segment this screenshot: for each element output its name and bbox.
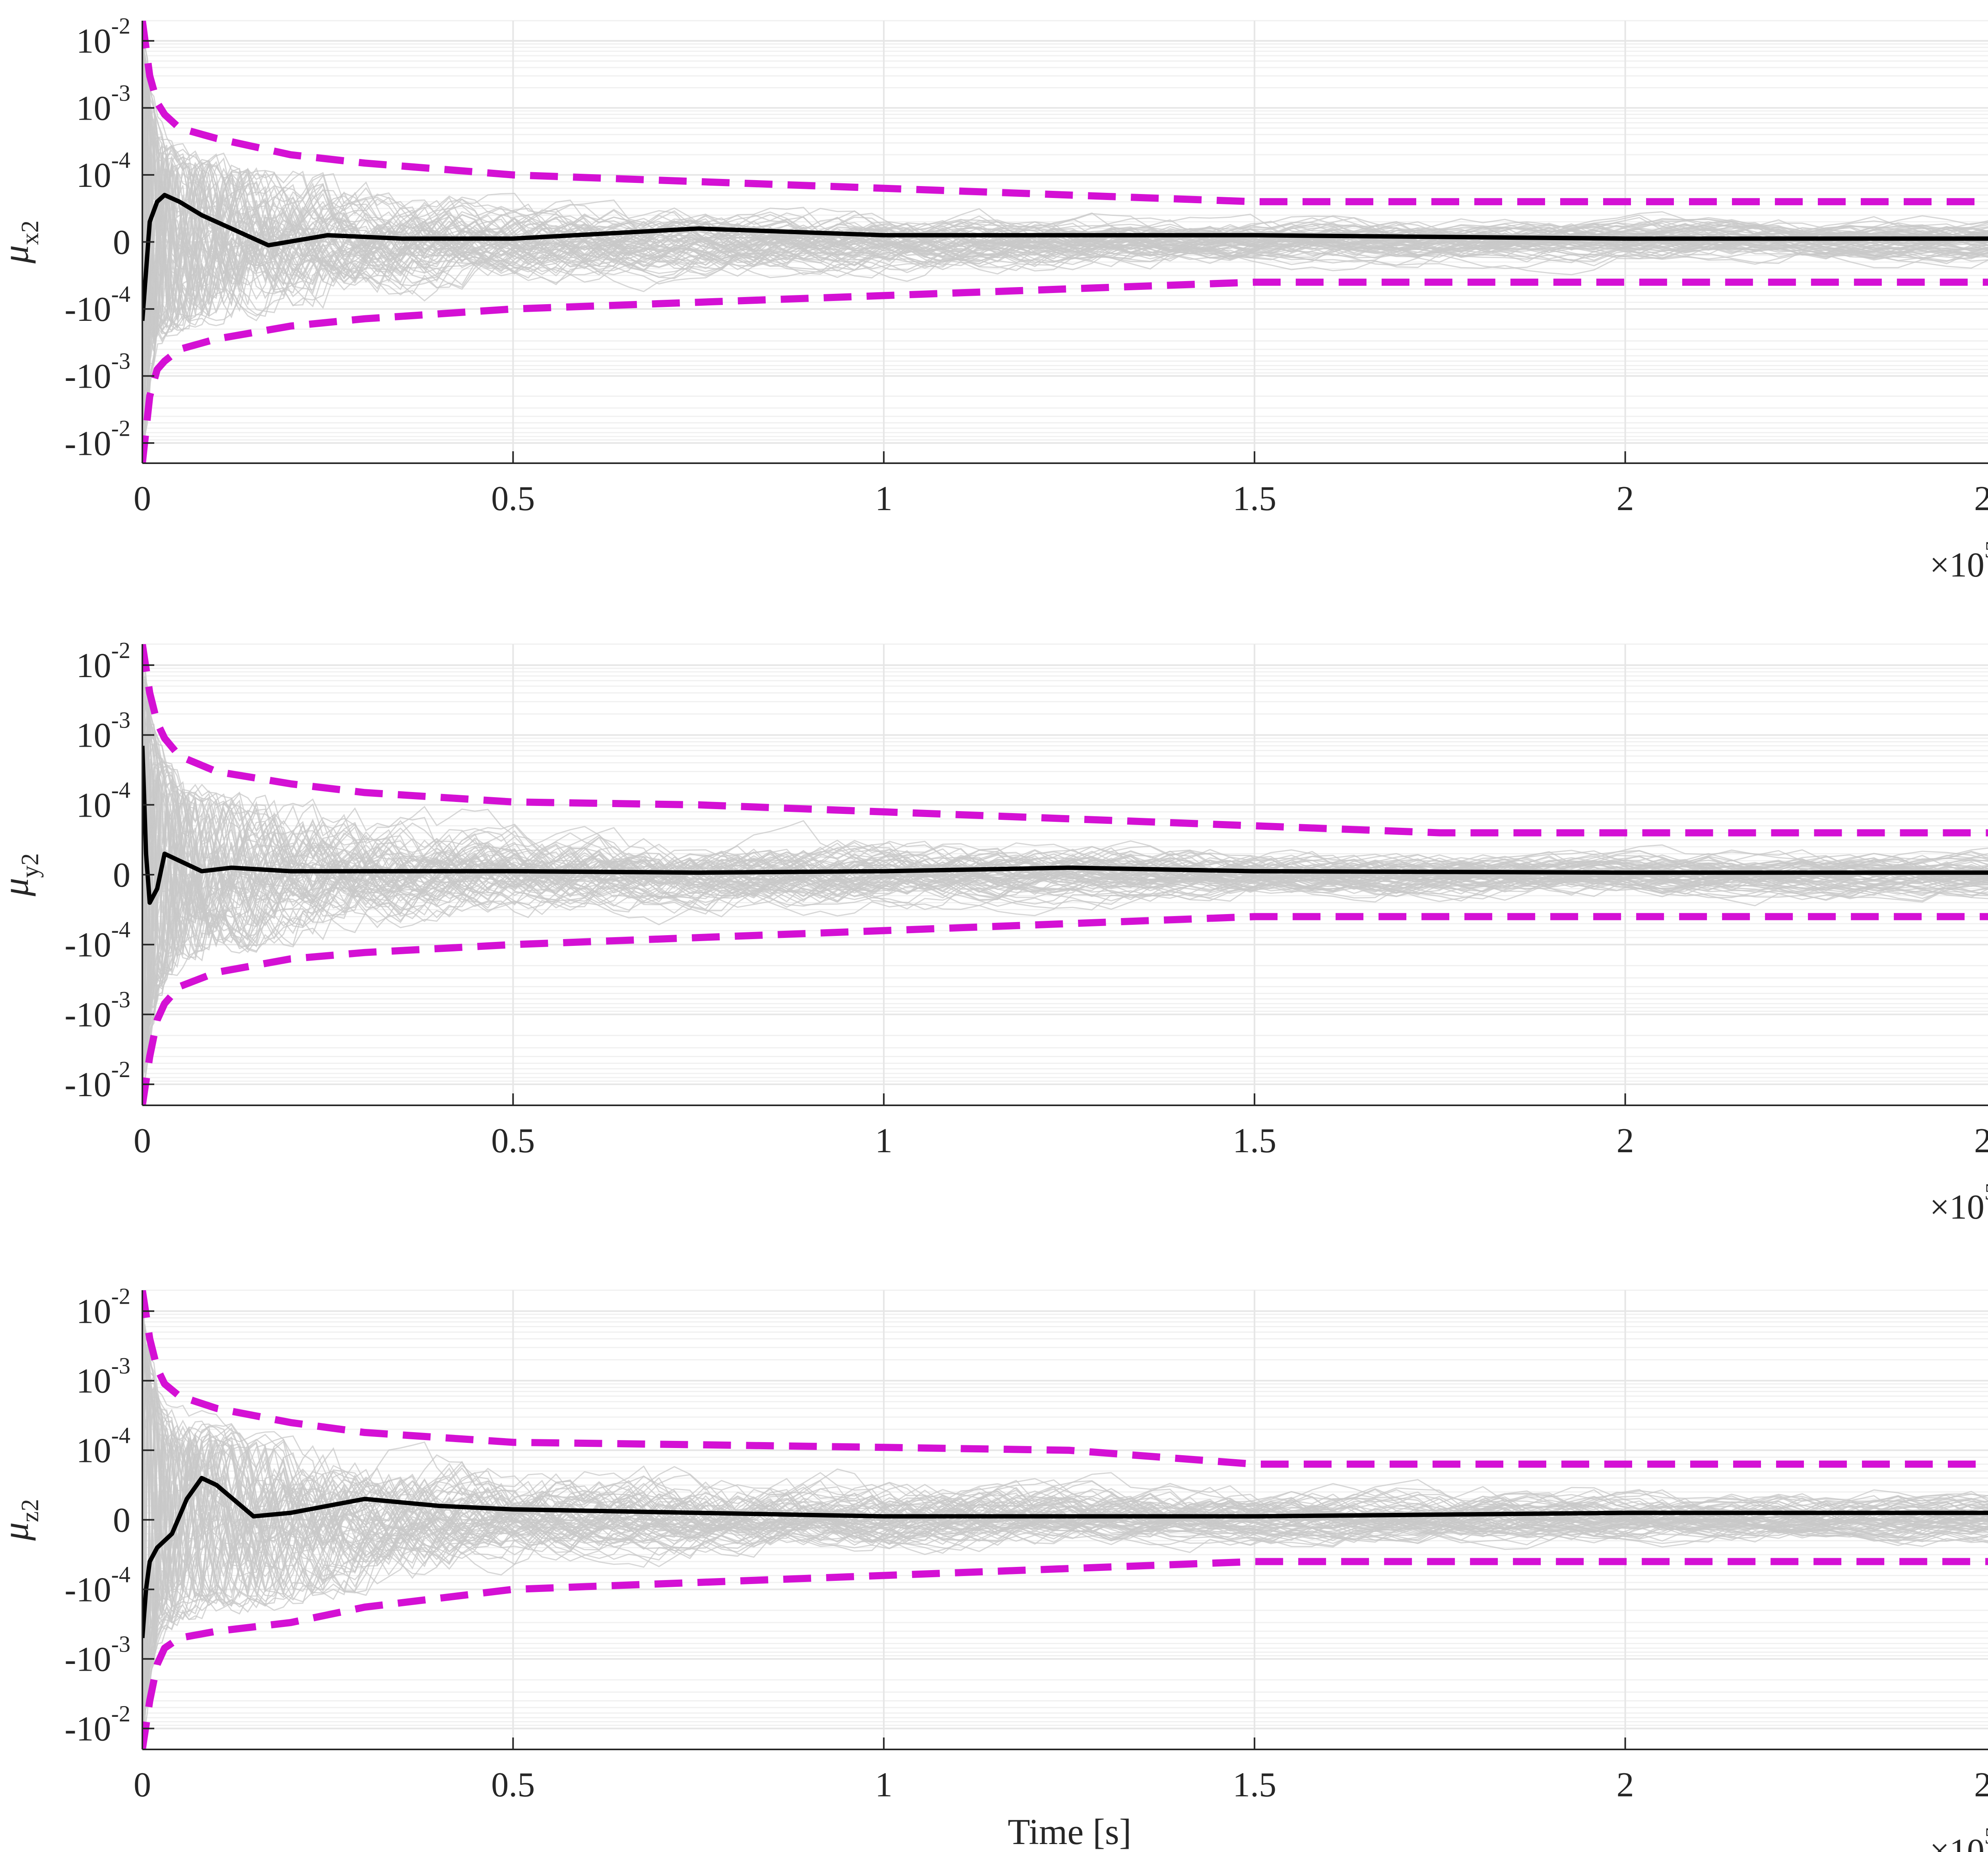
mean-line	[142, 745, 1988, 905]
x-tick-label: 2.5	[1974, 480, 1988, 518]
sample-trace	[142, 68, 1988, 396]
x-multiplier: ×105	[1930, 1179, 1988, 1227]
y-tick-label: 10-2	[76, 637, 130, 685]
sample-trace	[142, 1308, 1988, 1561]
x-tick-label: 1	[875, 1122, 893, 1160]
y-tick-label: 10-3	[76, 80, 130, 128]
y-tick-label: -10-3	[64, 986, 130, 1034]
sample-trace	[142, 791, 1988, 1086]
y-tick-label: 10-4	[76, 1423, 130, 1470]
sample-trace	[142, 70, 1988, 327]
y-tick-label: 10-3	[76, 1353, 130, 1401]
y-tick-label: 10-4	[76, 777, 130, 825]
x-tick-label: 1.5	[1233, 1766, 1276, 1804]
y-tick-label: 10-2	[76, 13, 130, 61]
y-tick-label: -10-3	[64, 348, 130, 396]
x-multiplier: ×105	[1930, 537, 1988, 584]
x-tick-label: 2	[1617, 480, 1634, 518]
panels: 0 0.5 1 1.5 2 2.5 10-2 10-3 10-4 0 -10-4 -10-3 -10-2…	[0, 13, 1988, 1852]
series	[142, 21, 1988, 463]
series	[142, 1290, 1988, 1749]
x-tick-label: 0	[134, 480, 151, 518]
y-tick-label: -10-4	[64, 281, 130, 329]
x-tick-label: 0.5	[491, 480, 535, 518]
sample-trace	[142, 144, 1988, 423]
x-tick-label: 1.5	[1233, 1122, 1276, 1160]
y-tick-label: -10-4	[64, 917, 130, 965]
sample-trace	[142, 44, 1988, 283]
sample-trace	[142, 47, 1988, 291]
sample-trace	[142, 65, 1988, 299]
x-tick-label: 1.5	[1233, 480, 1276, 518]
panel-y2: 0 0.5 1 1.5 2 2.5 10-2 10-3 10-4 0 -10-4 -10-3 -10-2…	[0, 637, 1988, 1227]
y-axis-label: μz2	[0, 1499, 44, 1541]
x-tick-label: 0.5	[491, 1122, 535, 1160]
sample-trace	[142, 1322, 1988, 1594]
mean-line	[142, 1476, 1988, 1638]
sample-traces	[142, 662, 1988, 1090]
sample-trace	[142, 156, 1988, 425]
x-multiplier: ×105	[1930, 1823, 1988, 1852]
y-axis-label: μx2	[0, 220, 44, 264]
x-tick-label: 1	[875, 480, 893, 518]
lower-bound-line	[142, 913, 1988, 1105]
x-tick-label: 2.5	[1974, 1122, 1988, 1160]
sample-trace	[142, 691, 1988, 965]
y-tick-label: -10-2	[64, 415, 130, 463]
y-tick-label: 10-4	[76, 147, 130, 195]
x-tick-label: 2.5	[1974, 1766, 1988, 1804]
y-axis-label: μy2	[0, 853, 44, 897]
sample-trace	[142, 692, 1988, 1001]
upper-bound-line	[142, 21, 1988, 206]
sample-trace	[142, 705, 1988, 1005]
lower-bound-line	[142, 1558, 1988, 1749]
y-tick-label: 0	[113, 1501, 130, 1540]
x-tick-label: 2	[1617, 1766, 1634, 1804]
upper-bound-line	[142, 644, 1988, 837]
panel-x2: 0 0.5 1 1.5 2 2.5 10-2 10-3 10-4 0 -10-4 -10-3 -10-2…	[0, 13, 1988, 584]
sample-trace	[142, 1384, 1988, 1710]
x-tick-label: 0	[134, 1766, 151, 1804]
sample-trace	[142, 1387, 1988, 1681]
y-tick-label: -10-2	[64, 1701, 130, 1748]
sample-trace	[142, 776, 1988, 1049]
x-tick-label: 0.5	[491, 1766, 535, 1804]
y-tick-label: -10-4	[64, 1561, 130, 1609]
sample-trace	[142, 1426, 1988, 1691]
x-tick-label: 1	[875, 1766, 893, 1804]
y-tick-label: 10-2	[76, 1283, 130, 1331]
y-tick-label: 0	[113, 223, 130, 262]
x-tick-label: 0	[134, 1122, 151, 1160]
lower-bound-line	[142, 278, 1988, 463]
sample-trace	[142, 1432, 1988, 1723]
sample-trace	[142, 1447, 1988, 1681]
x-axis-label: Time [s]	[1008, 1811, 1132, 1852]
y-tick-label: 0	[113, 856, 130, 895]
y-tick-label: -10-3	[64, 1631, 130, 1679]
series	[142, 644, 1988, 1105]
sample-trace	[142, 50, 1988, 395]
sample-trace	[142, 666, 1988, 946]
panel-z2: 0 0.5 1 1.5 2 2.5 10-2 10-3 10-4 0 -10-4 -10-3 -10-2…	[0, 1283, 1988, 1852]
x-tick-label: 2	[1617, 1122, 1634, 1160]
sample-trace	[142, 60, 1988, 294]
mean-line	[142, 193, 1988, 321]
sample-trace	[142, 97, 1988, 404]
y-tick-label: -10-2	[64, 1056, 130, 1104]
sample-trace	[142, 77, 1988, 372]
sample-trace	[142, 59, 1988, 371]
y-tick-label: 10-3	[76, 707, 130, 755]
sample-trace	[142, 793, 1988, 1029]
upper-bound-line	[142, 1290, 1988, 1468]
sample-trace	[142, 51, 1988, 336]
